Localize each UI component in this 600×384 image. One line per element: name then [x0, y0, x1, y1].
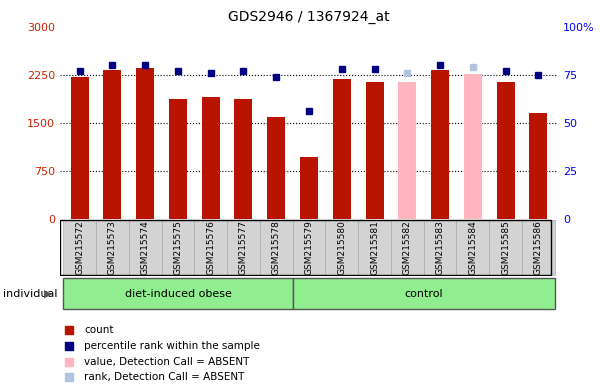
Bar: [300, 157, 318, 219]
Text: GSM215576: GSM215576: [206, 220, 215, 275]
Text: GSM215581: GSM215581: [370, 220, 379, 275]
Text: GSM215578: GSM215578: [272, 220, 281, 275]
Text: GSM215573: GSM215573: [108, 220, 117, 275]
Text: individual: individual: [3, 289, 58, 299]
Bar: [129, 220, 161, 275]
Text: diet-induced obese: diet-induced obese: [125, 289, 232, 299]
Bar: [497, 82, 515, 219]
Bar: [464, 74, 482, 219]
Text: percentile rank within the sample: percentile rank within the sample: [84, 341, 260, 351]
Bar: [293, 278, 555, 310]
Bar: [267, 117, 285, 219]
Bar: [202, 97, 220, 219]
Text: GSM215575: GSM215575: [173, 220, 182, 275]
Bar: [293, 220, 325, 275]
Bar: [424, 220, 457, 275]
Text: rank, Detection Call = ABSENT: rank, Detection Call = ABSENT: [84, 372, 244, 382]
Bar: [358, 220, 391, 275]
Bar: [398, 82, 416, 219]
Text: GSM215584: GSM215584: [469, 220, 478, 275]
Bar: [489, 220, 522, 275]
Text: ▶: ▶: [44, 289, 52, 299]
Bar: [227, 220, 260, 275]
Bar: [325, 220, 358, 275]
Bar: [96, 220, 129, 275]
Bar: [260, 220, 293, 275]
Bar: [431, 70, 449, 219]
Text: control: control: [404, 289, 443, 299]
Text: count: count: [84, 326, 113, 336]
Bar: [169, 99, 187, 219]
Bar: [161, 220, 194, 275]
Bar: [365, 82, 383, 219]
Text: GSM215582: GSM215582: [403, 220, 412, 275]
Bar: [529, 113, 547, 219]
Bar: [194, 220, 227, 275]
Text: GSM215580: GSM215580: [337, 220, 346, 275]
Bar: [333, 79, 351, 219]
Bar: [63, 278, 293, 310]
Text: GSM215577: GSM215577: [239, 220, 248, 275]
Text: GSM215574: GSM215574: [140, 220, 149, 275]
Bar: [71, 78, 89, 219]
Bar: [522, 220, 555, 275]
Bar: [136, 68, 154, 219]
Bar: [63, 220, 96, 275]
Bar: [457, 220, 489, 275]
Bar: [103, 70, 121, 219]
Text: GSM215586: GSM215586: [534, 220, 543, 275]
Bar: [391, 220, 424, 275]
Text: value, Detection Call = ABSENT: value, Detection Call = ABSENT: [84, 357, 249, 367]
Title: GDS2946 / 1367924_at: GDS2946 / 1367924_at: [228, 10, 390, 25]
Text: GSM215585: GSM215585: [501, 220, 510, 275]
Text: GSM215583: GSM215583: [436, 220, 445, 275]
Text: GSM215579: GSM215579: [305, 220, 314, 275]
Text: GSM215572: GSM215572: [75, 220, 84, 275]
Bar: [235, 99, 253, 219]
